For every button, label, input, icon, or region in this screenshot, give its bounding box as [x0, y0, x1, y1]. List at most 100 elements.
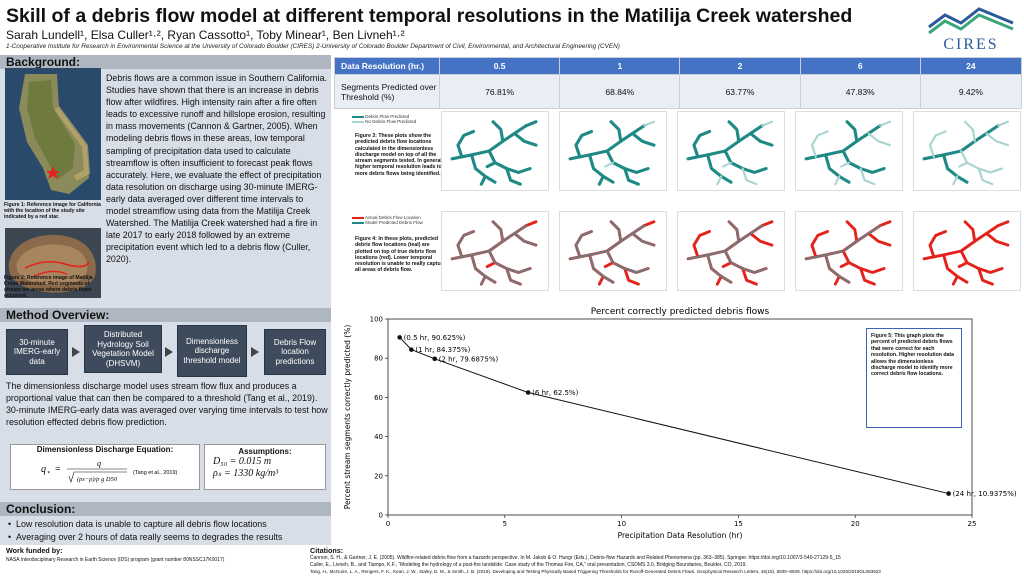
- data-label: (24 hr, 10.9375%): [953, 490, 1017, 498]
- flow-arrow-icon: [251, 347, 259, 357]
- table-header-label: Data Resolution (hr.): [334, 57, 440, 75]
- stream-segment: [692, 129, 712, 159]
- svg-text:q: q: [97, 459, 101, 468]
- stream-segment: [977, 267, 994, 286]
- stream-segment: [957, 261, 969, 269]
- table-row-label: Segments Predicted over Threshold (%): [334, 74, 440, 109]
- list-item: • Averaging over 2 hours of data really …: [8, 532, 283, 542]
- background-text: Debris flows are a common issue in South…: [106, 73, 327, 265]
- conclusion-list: • Low resolution data is unable to captu…: [8, 518, 328, 544]
- stream-network-thumbnail: [913, 111, 1021, 191]
- stream-network-thumbnail: [795, 211, 903, 291]
- stream-segment: [879, 120, 892, 127]
- table-cell: 63.77%: [679, 74, 801, 109]
- left-column: Background: Figure 1: Reference image fo…: [0, 55, 331, 545]
- predicted-segment: [505, 267, 522, 286]
- cires-logo: CIRES: [928, 7, 1014, 53]
- x-axis-label: Precipitation Data Resolution (hr): [618, 531, 743, 540]
- stream-segment: [524, 220, 538, 228]
- stream-segment: [845, 220, 859, 243]
- stream-segment: [942, 153, 969, 184]
- study-site-star-icon: [46, 166, 60, 179]
- table-cell: 68.84%: [559, 74, 681, 109]
- data-point: [432, 356, 438, 362]
- stream-segment: [997, 120, 1010, 127]
- y-tick-label: 80: [374, 355, 383, 363]
- stream-segment: [630, 131, 656, 147]
- stream-segment: [748, 131, 774, 147]
- equation-reference: (Tang et al., 2019): [133, 470, 178, 476]
- predicted-segment: [569, 224, 646, 260]
- method-text: The dimensionless discharge model uses s…: [6, 381, 328, 427]
- stream-network-thumbnail: [677, 211, 785, 291]
- y-tick-label: 40: [374, 433, 383, 441]
- stream-network-thumbnail: [441, 111, 549, 191]
- california-map: [5, 68, 101, 200]
- stream-segment: [603, 261, 615, 269]
- x-tick-label: 25: [968, 520, 977, 528]
- method-bar: [0, 308, 331, 322]
- stream-network-thumbnail: [441, 211, 549, 291]
- stream-segment: [741, 167, 758, 186]
- y-tick-label: 0: [379, 512, 383, 520]
- stream-segment: [568, 124, 646, 161]
- stream-segment: [716, 175, 723, 186]
- predicted-segment: [727, 220, 740, 243]
- stream-segment: [833, 274, 841, 286]
- stream-segment: [597, 174, 605, 186]
- stream-segment: [524, 120, 538, 128]
- predicted-segment: [574, 230, 593, 258]
- funded-title: Work funded by:: [6, 546, 63, 555]
- stream-segment: [470, 153, 497, 184]
- stream-segment: [597, 274, 605, 286]
- stream-segment: [761, 120, 774, 127]
- stream-segment: [715, 274, 723, 286]
- stream-segment: [722, 161, 733, 168]
- stream-segment: [623, 267, 640, 286]
- data-point: [946, 491, 951, 496]
- predicted-segment: [609, 220, 622, 243]
- predicted-segment: [456, 230, 475, 258]
- stream-network-thumbnail: [677, 111, 785, 191]
- stream-segment: [749, 231, 774, 247]
- method-title: Method Overview:: [6, 308, 110, 322]
- stream-network-thumbnail: [913, 211, 1021, 291]
- table-header-cell: 2: [679, 57, 801, 75]
- stream-segment: [810, 230, 830, 259]
- stream-segment: [491, 120, 505, 143]
- list-item: • Low resolution data is unable to captu…: [8, 519, 267, 529]
- citation-1: Cannon, S. H., & Gartner, J. E. (2005). …: [310, 555, 841, 561]
- stream-segment: [810, 130, 829, 158]
- citations-title: Citations:: [310, 546, 344, 555]
- predicted-segment: [470, 253, 497, 284]
- stream-segment: [804, 124, 882, 161]
- background-bar: [0, 55, 331, 69]
- stream-segment: [922, 224, 1000, 261]
- fig2-caption: Figure 2: Reference image of Matilija Cr…: [4, 275, 93, 299]
- predicted-segment: [588, 253, 615, 284]
- stream-segment: [859, 267, 876, 286]
- data-label: (0.5 hr, 90.625%): [404, 334, 466, 342]
- table-header-cell: 1: [559, 57, 681, 75]
- svg-text:=: =: [55, 464, 61, 475]
- stream-segment: [686, 124, 764, 161]
- stream-segment: [642, 220, 656, 228]
- stream-segment: [588, 153, 615, 184]
- stream-segment: [951, 274, 959, 286]
- x-tick-label: 10: [617, 520, 626, 528]
- data-point: [397, 335, 402, 340]
- equation-formula: q * = q (ρs−ρ)/ρ g D50 (Tang et al., 201…: [41, 459, 178, 483]
- stream-network-thumbnail: [559, 111, 667, 191]
- poster-title: Skill of a debris flow model at differen…: [6, 5, 853, 27]
- stream-network-thumbnail: [795, 111, 903, 191]
- citation-3: Tang, H., McGuire, L. A., Rengers, F. K.…: [310, 569, 881, 574]
- stream-segment: [942, 253, 969, 284]
- stream-segment: [485, 261, 497, 269]
- poster-authors: Sarah Lundell¹, Elsa Culler¹·², Ryan Cas…: [6, 28, 405, 42]
- svg-text:q: q: [41, 464, 46, 475]
- stream-segment: [985, 132, 1010, 147]
- stream-segment: [840, 161, 851, 168]
- table-cell: 9.42%: [919, 74, 1023, 109]
- flow-step-dhsvm: Distributed Hydrology Soil Vegetation Mo…: [84, 325, 162, 373]
- stream-network-thumbnail: [559, 211, 667, 291]
